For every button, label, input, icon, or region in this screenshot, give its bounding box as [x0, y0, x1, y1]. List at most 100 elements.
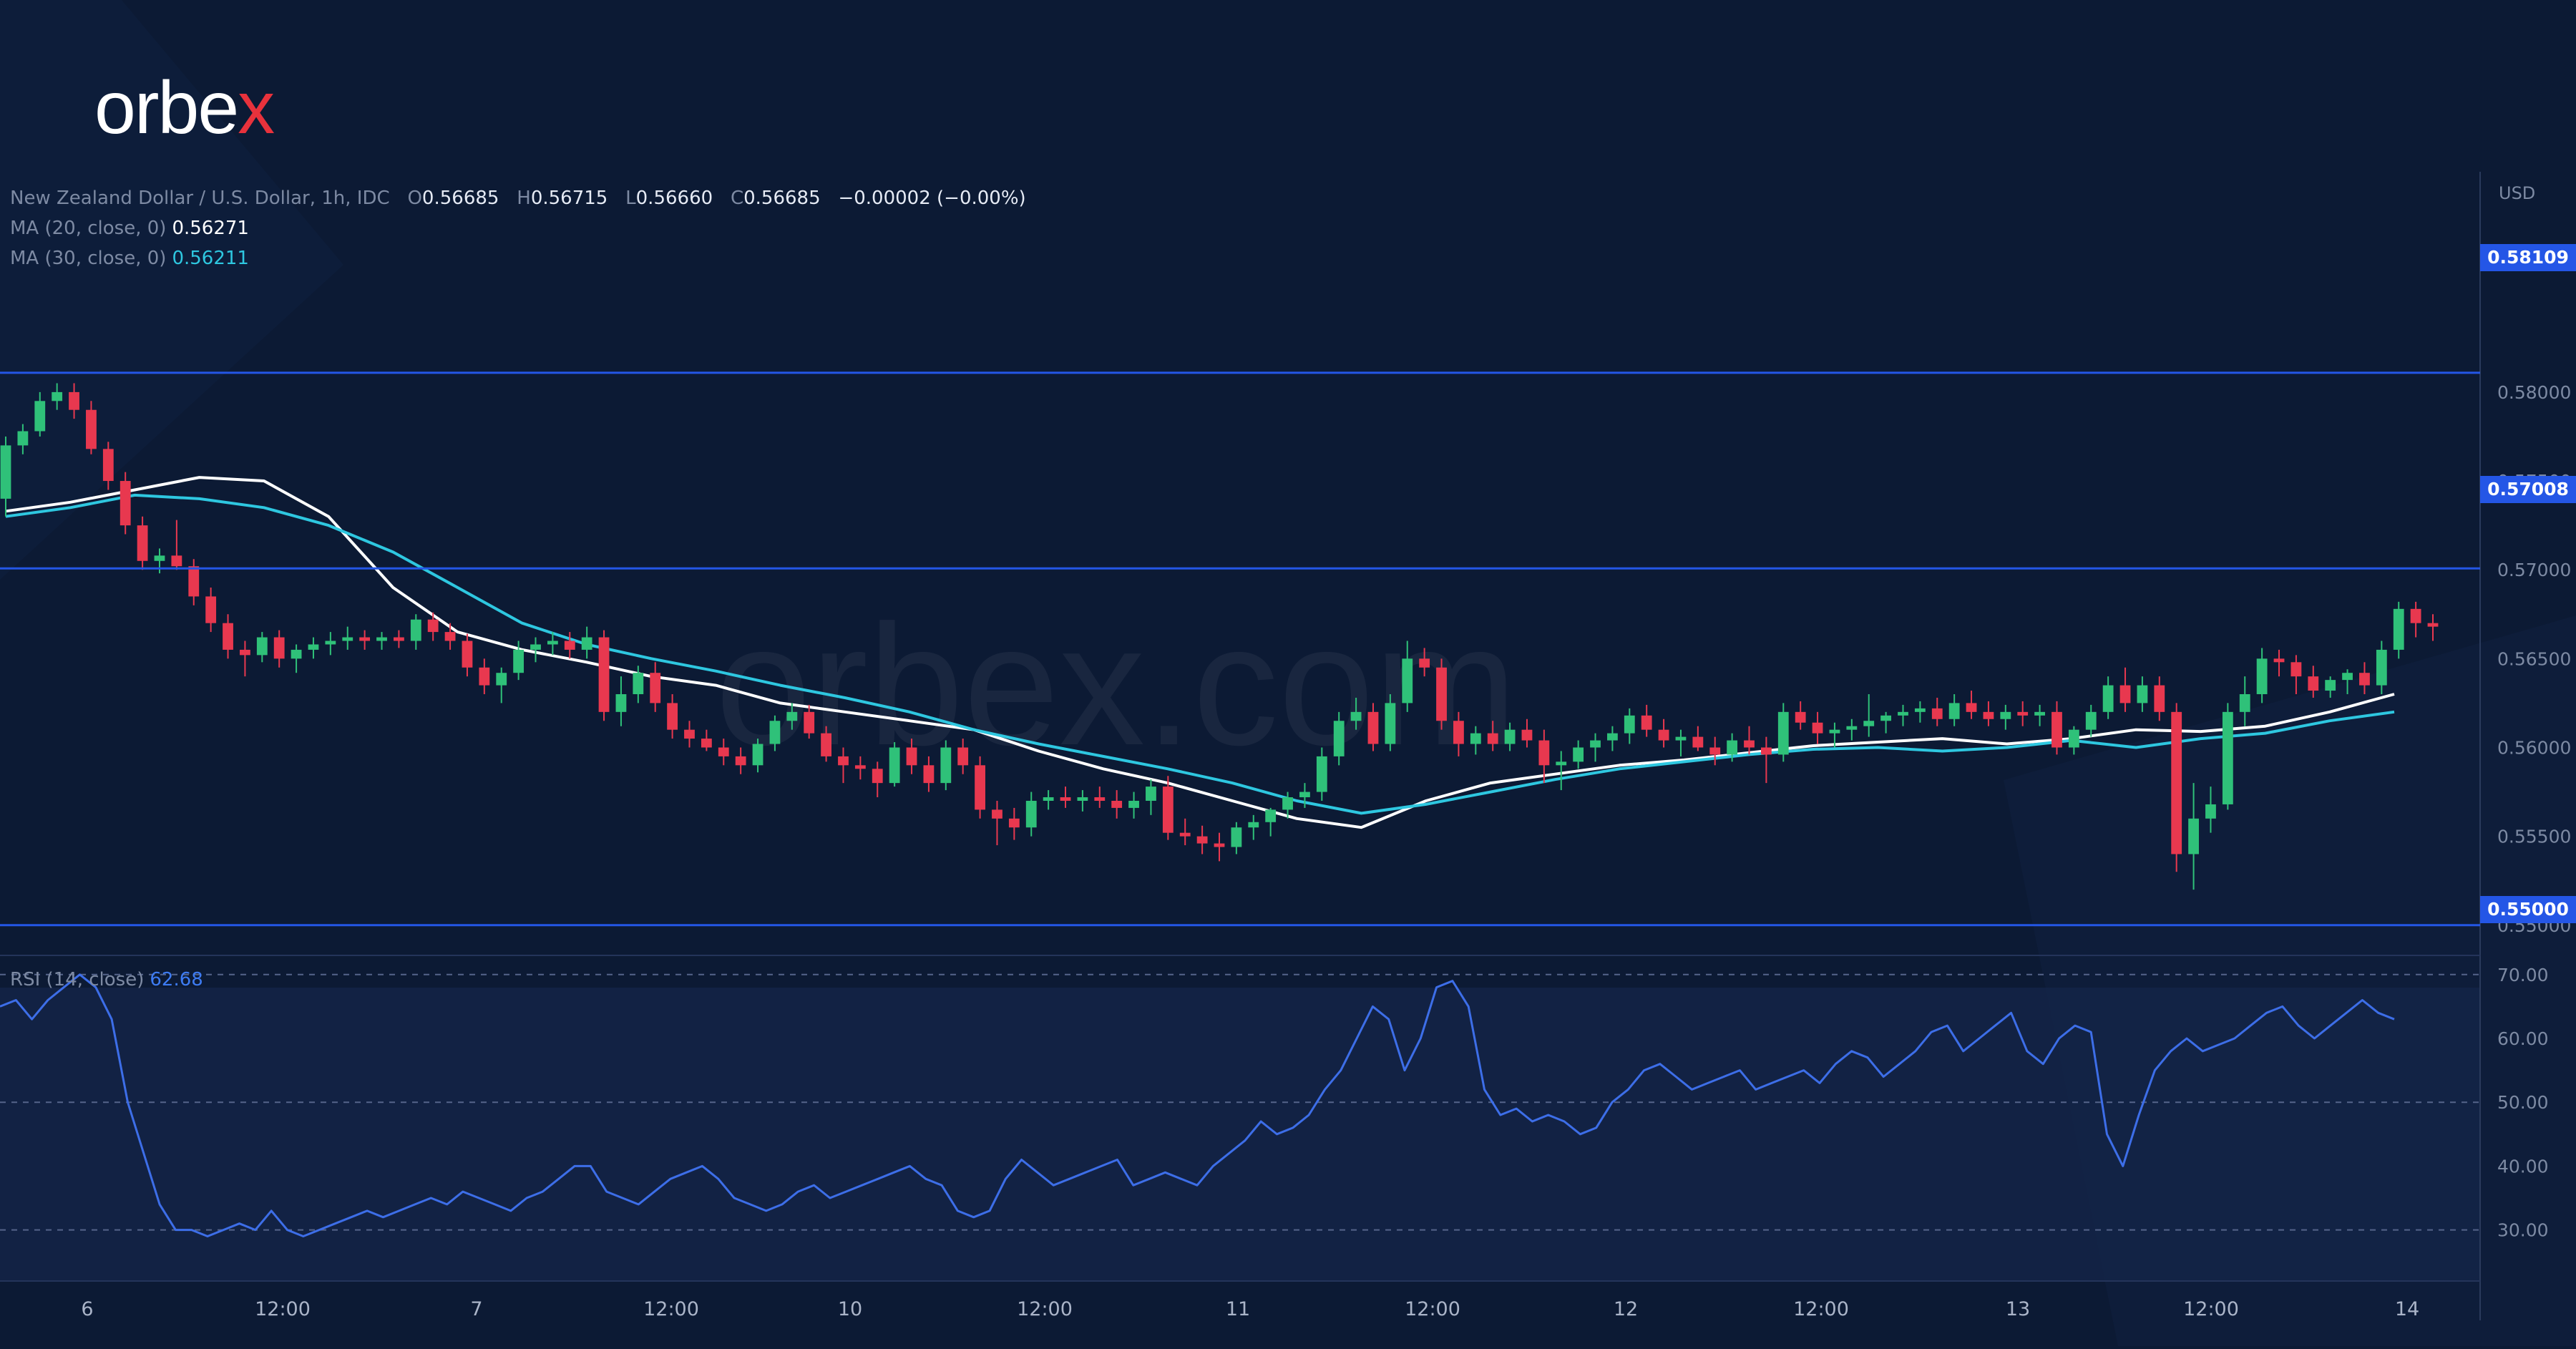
candle-body	[1607, 733, 1618, 741]
time-tick-4: 10	[838, 1298, 862, 1320]
candle-body	[804, 711, 815, 734]
candle-body	[1538, 740, 1550, 766]
candle-body	[1931, 708, 1943, 719]
ma20-line	[5, 476, 2395, 829]
candle-body	[1521, 729, 1533, 741]
candle-body	[684, 729, 695, 739]
candle-body	[2154, 685, 2165, 712]
candle-body	[872, 769, 883, 784]
candle-body	[2171, 711, 2182, 854]
ma30-line	[5, 493, 2395, 815]
candle-body	[1966, 703, 1977, 712]
time-tick-8: 12	[1614, 1298, 1638, 1320]
candle-body	[1846, 726, 1858, 730]
candle-body	[633, 673, 644, 694]
level-tag-1: 0.57008	[2480, 476, 2576, 503]
price-tick-2: 0.57000	[2497, 560, 2571, 580]
orbex-logo: orbex	[94, 67, 275, 150]
candle-body	[2119, 685, 2131, 703]
candle-body	[735, 756, 746, 766]
candle-body	[838, 756, 849, 766]
candle-body	[188, 566, 200, 597]
candle-body	[2068, 729, 2079, 748]
candle-body	[598, 637, 610, 712]
candle-body	[1179, 832, 1191, 837]
candle-body	[2325, 680, 2336, 691]
candle-body	[1436, 667, 1447, 721]
candle-body	[2205, 804, 2216, 819]
candle-body	[1487, 733, 1498, 744]
candle-body	[223, 623, 233, 650]
candle-body	[479, 667, 490, 686]
symbol-legend: New Zealand Dollar / U.S. Dollar, 1h, ID…	[10, 188, 1026, 209]
symbol-name: New Zealand Dollar / U.S. Dollar, 1h, ID…	[10, 188, 390, 209]
candle-body	[650, 673, 661, 703]
low-label: L	[625, 188, 636, 209]
candle-body	[2017, 711, 2029, 716]
candle-body	[786, 711, 798, 721]
candle-body	[1282, 797, 1293, 810]
candle-body	[1146, 786, 1156, 801]
candle-body	[137, 525, 148, 561]
change-value: −0.00002 (−0.00%)	[838, 188, 1026, 209]
candle-body	[1248, 822, 1259, 828]
candle-body	[496, 673, 507, 686]
candle-body	[1162, 786, 1174, 833]
candle-body	[1624, 715, 1635, 734]
candle-body	[256, 637, 268, 656]
candle-body	[1470, 733, 1481, 744]
candle-body	[1367, 711, 1379, 744]
candle-body	[1829, 729, 1840, 734]
high-label: H	[517, 188, 531, 209]
time-tick-0: 6	[81, 1298, 93, 1320]
candle-body	[2342, 673, 2353, 681]
candle-body	[1727, 740, 1738, 755]
candle-body	[1812, 722, 1823, 734]
price-tick-3: 0.56500	[2497, 648, 2571, 669]
candle-body	[1350, 711, 1362, 721]
candle-body	[1333, 721, 1345, 756]
candle-body	[1760, 747, 1772, 755]
candle-body	[701, 739, 712, 748]
candle-body	[1948, 703, 1960, 719]
ma20-legend: MA (20, close, 0) 0.56271	[10, 218, 249, 239]
low-value: 0.56660	[635, 188, 713, 209]
ma20-label: MA (20, close, 0)	[10, 218, 167, 239]
candle-body	[2359, 673, 2370, 686]
price-tick-0: 0.58000	[2497, 382, 2571, 403]
candle-body	[615, 694, 627, 712]
level-tag-0: 0.58109	[2480, 244, 2576, 271]
candle-body	[291, 649, 302, 659]
open-label: O	[407, 188, 422, 209]
candle-body	[2034, 711, 2045, 716]
candle-body	[69, 391, 79, 410]
candle-body	[52, 391, 63, 401]
close-value: 0.56685	[743, 188, 821, 209]
watermark: orbex.com	[716, 589, 1517, 781]
candle-body	[752, 744, 763, 766]
time-tick-7: 12:00	[1405, 1298, 1460, 1320]
candle-body	[2393, 608, 2404, 650]
candle-body	[1658, 729, 1669, 741]
candle-body	[342, 637, 353, 641]
candle-body	[1043, 797, 1054, 801]
candle-body	[1692, 736, 1704, 748]
candle-body	[2051, 711, 2062, 748]
time-tick-5: 12:00	[1017, 1298, 1073, 1320]
candle-body	[1299, 792, 1310, 798]
candle-body	[0, 445, 11, 499]
rsi-tick-0: 70.00	[2497, 965, 2549, 985]
candle-body	[427, 619, 439, 633]
candle-body	[1316, 756, 1327, 792]
candle-body	[205, 596, 217, 623]
candle-body	[171, 555, 182, 567]
candle-body	[359, 637, 371, 641]
moving-averages	[5, 476, 2395, 829]
candle-body	[1590, 740, 1601, 748]
candle-body	[240, 649, 250, 656]
level-tag-2: 0.55000	[2480, 896, 2576, 923]
candle-body	[530, 644, 541, 650]
candle-body	[906, 747, 917, 766]
